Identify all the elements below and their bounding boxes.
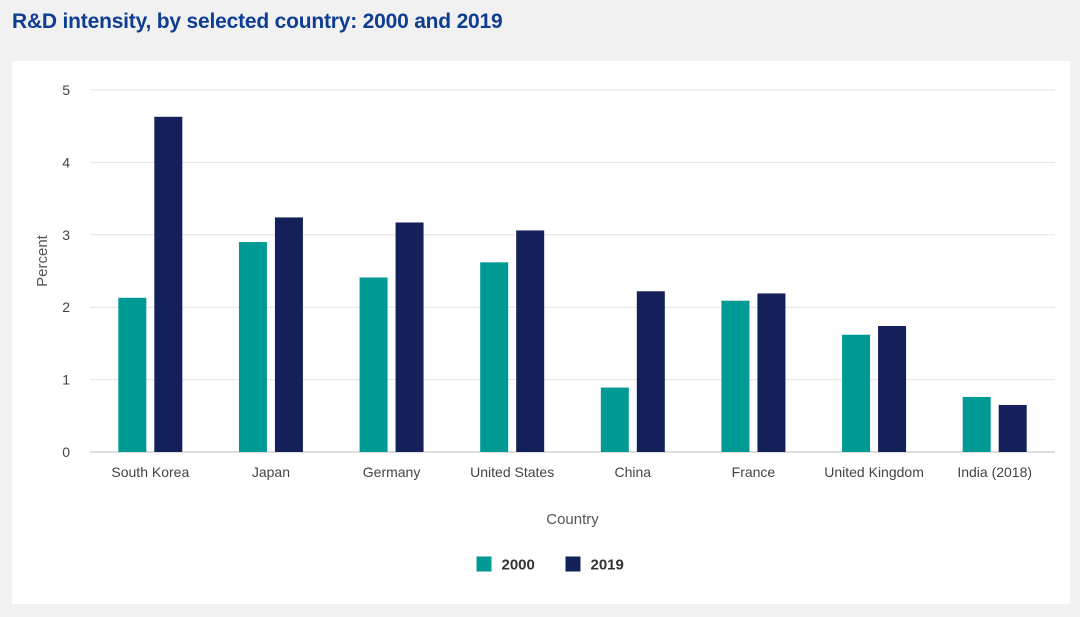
y-axis-title: Percent — [34, 234, 51, 287]
y-tick-label: 4 — [62, 154, 70, 170]
y-tick-label: 0 — [62, 444, 70, 460]
x-tick-label: Germany — [363, 464, 421, 480]
bar-2000[interactable] — [600, 387, 629, 452]
bar-2000[interactable] — [721, 300, 750, 452]
x-tick-label: China — [615, 464, 652, 480]
page-title: R&D intensity, by selected country: 2000… — [12, 10, 503, 33]
legend-swatch-2000[interactable] — [476, 556, 492, 572]
bar-2000[interactable] — [962, 396, 991, 452]
bar-2019[interactable] — [998, 404, 1027, 452]
x-tick-label: United States — [470, 464, 554, 480]
y-tick-label: 1 — [62, 372, 70, 388]
x-tick-label: United Kingdom — [824, 464, 924, 480]
bar-2019[interactable] — [274, 217, 303, 452]
bar-chart: 0 1 2 3 4 5 Percent South Korea Japan Germany Unit… — [34, 82, 1055, 574]
bar-2019[interactable] — [395, 222, 424, 452]
x-tick-label: Japan — [252, 464, 290, 480]
bar-2019[interactable] — [636, 291, 665, 452]
x-axis-title: Country — [546, 511, 599, 528]
x-tick-label: India (2018) — [957, 464, 1032, 480]
y-tick-label: 3 — [62, 227, 70, 243]
bar-2000[interactable] — [359, 277, 388, 452]
bar-2000[interactable] — [238, 242, 267, 452]
bar-2019[interactable] — [757, 293, 786, 452]
bar-2019[interactable] — [878, 326, 907, 452]
x-tick-label: South Korea — [111, 464, 189, 480]
bar-2000[interactable] — [842, 334, 871, 452]
y-tick-label: 5 — [62, 82, 70, 98]
x-tick-label: France — [732, 464, 776, 480]
legend-label-2000[interactable]: 2000 — [502, 557, 535, 574]
legend-label-2019[interactable]: 2019 — [591, 557, 624, 574]
y-tick-label: 2 — [62, 299, 70, 315]
bar-2000[interactable] — [118, 297, 147, 452]
bar-2019[interactable] — [516, 230, 545, 452]
bar-2000[interactable] — [480, 262, 509, 452]
legend-swatch-2019[interactable] — [565, 556, 581, 572]
chart-card: 0 1 2 3 4 5 Percent South Korea Japan Germany Unit… — [12, 61, 1070, 604]
bar-2019[interactable] — [154, 116, 183, 452]
